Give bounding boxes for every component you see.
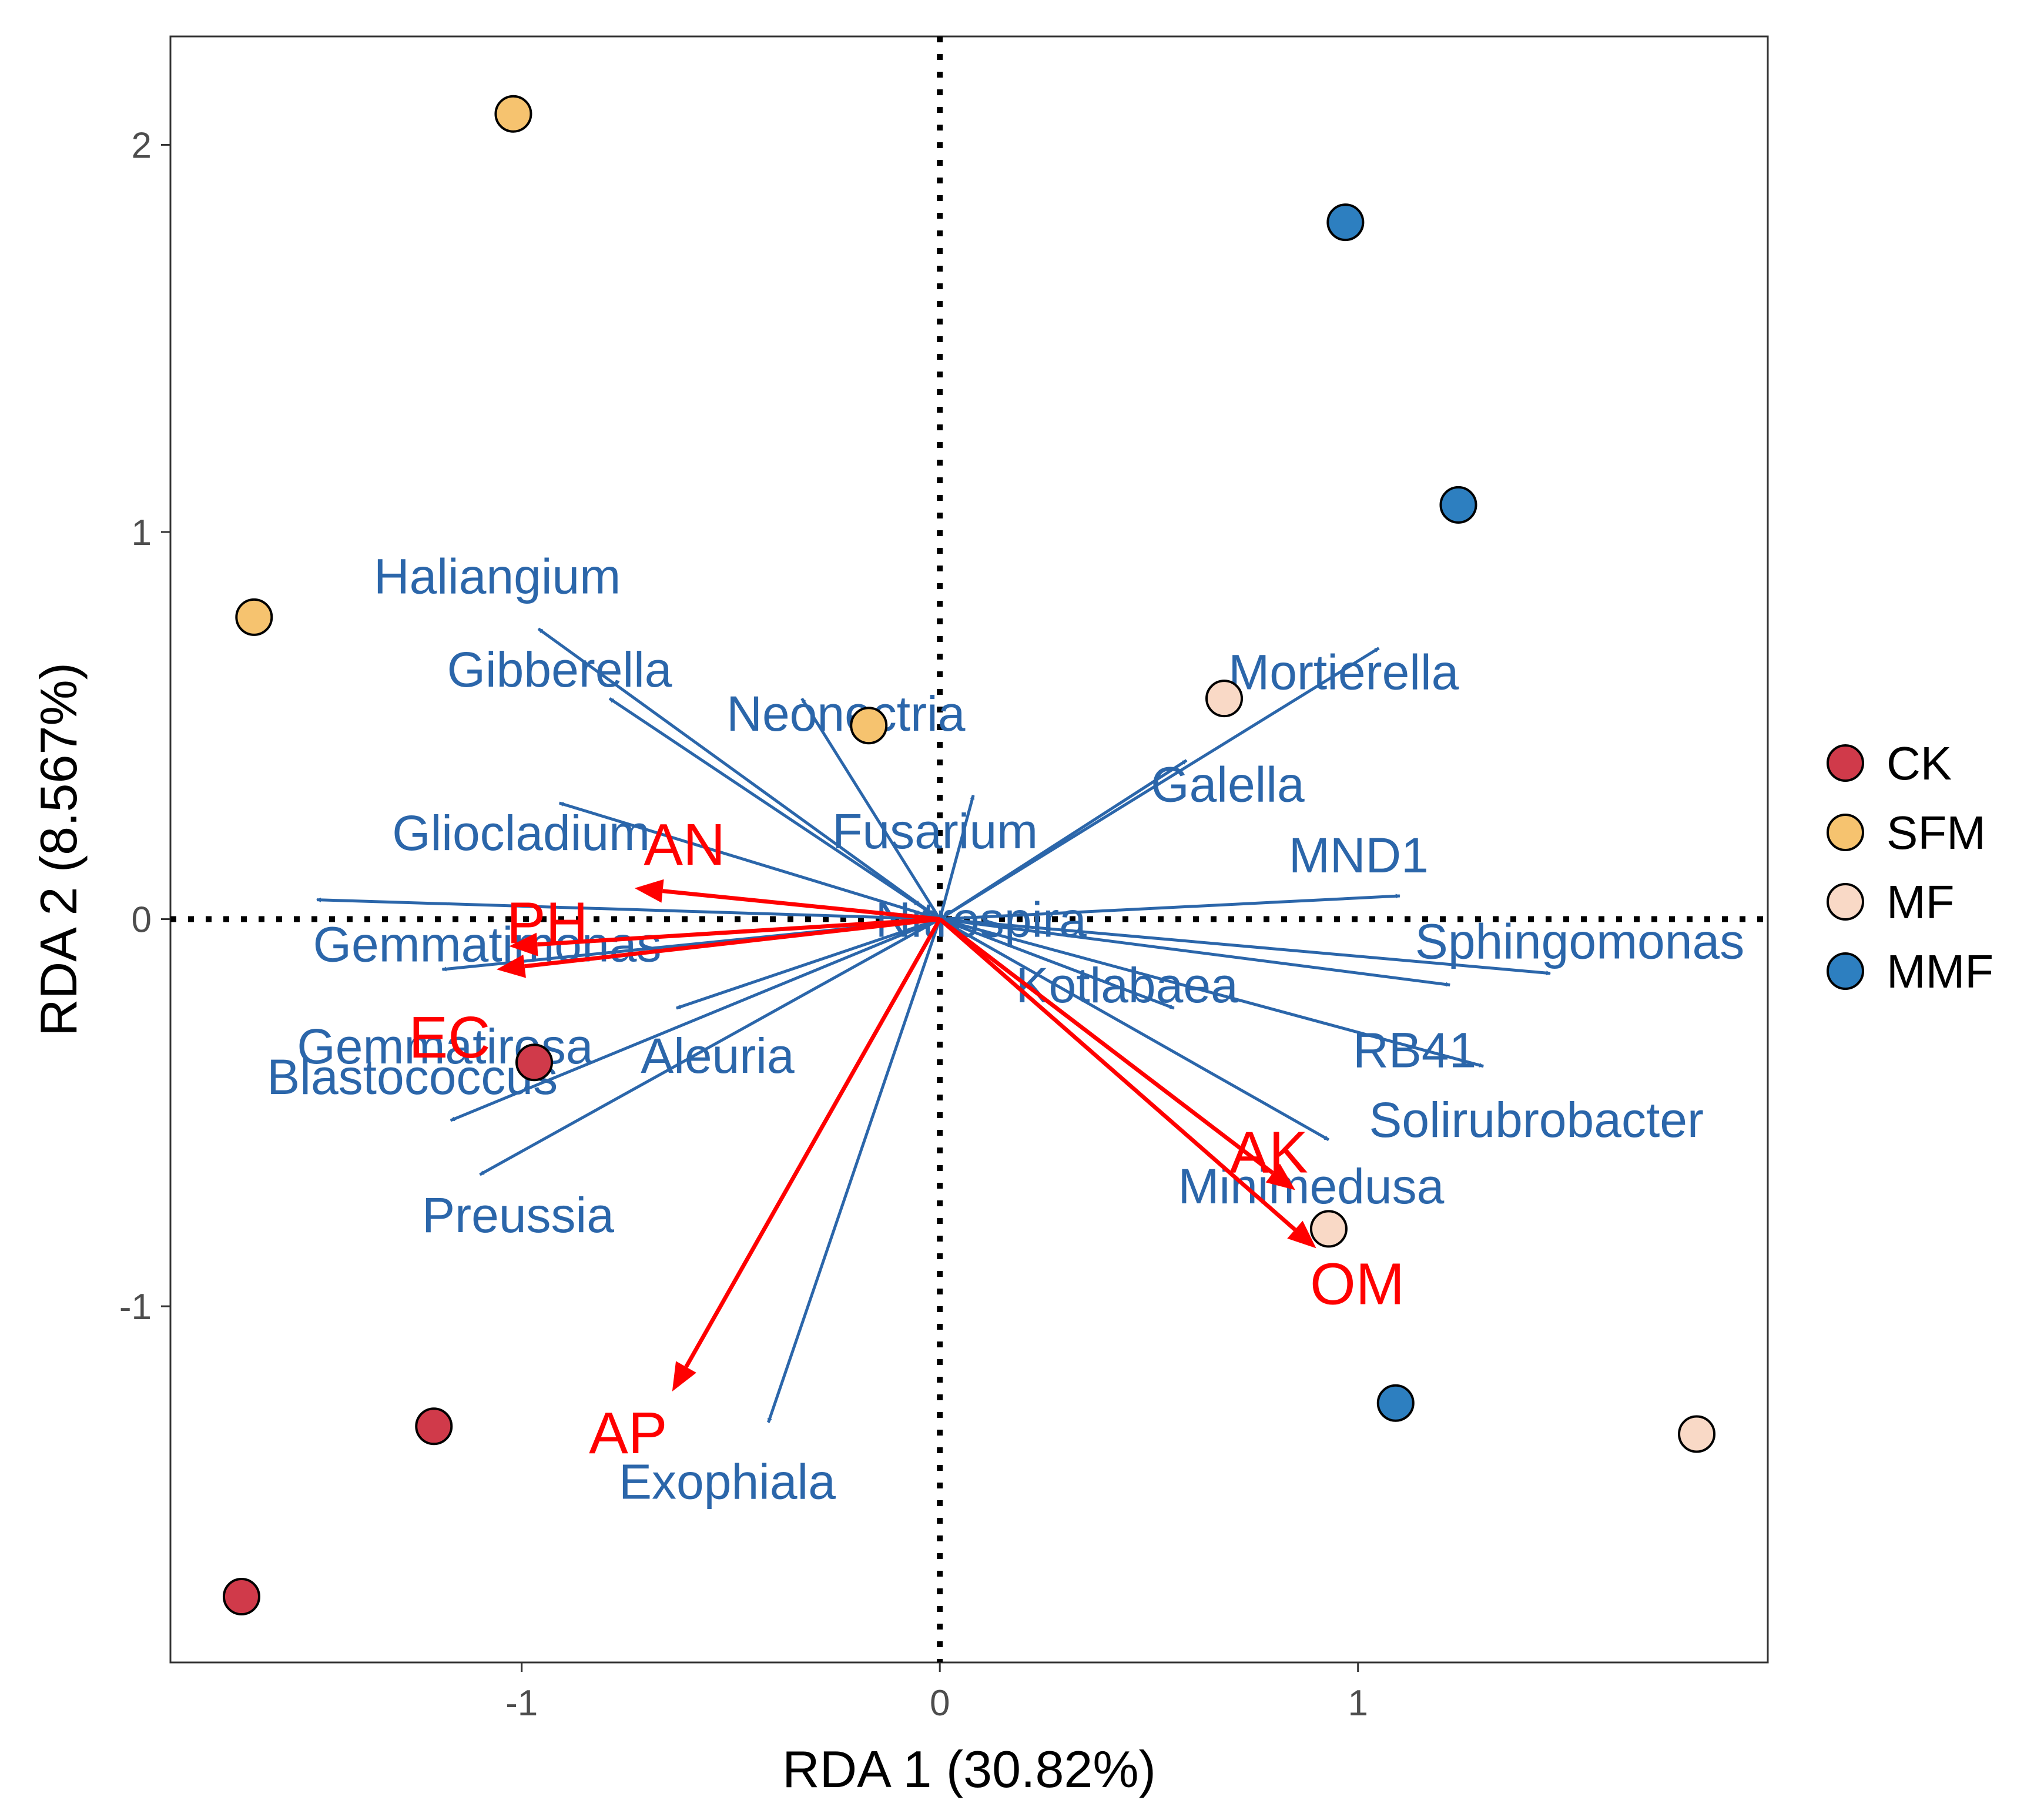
environment-arrowhead	[1287, 1220, 1316, 1249]
environment-arrow	[684, 918, 942, 1368]
environment-arrowhead	[1265, 1163, 1295, 1190]
sample-point	[222, 1578, 260, 1616]
x-axis-title: RDA 1 (30.82%)	[782, 1740, 1156, 1798]
species-arrow	[767, 918, 941, 1423]
species-arrow	[939, 918, 1552, 976]
legend-label: SFM	[1886, 807, 1986, 859]
environment-label: AP	[589, 1400, 667, 1466]
species-arrow	[479, 918, 941, 1176]
sample-point	[850, 707, 888, 745]
environment-label: OM	[1310, 1251, 1405, 1317]
legend-swatch	[1827, 952, 1864, 990]
y-tick-label: 1	[132, 513, 152, 553]
species-label: Galella	[1151, 757, 1305, 812]
species-label: Blastococcus	[267, 1049, 558, 1105]
species-label: Gemmatimonas	[313, 917, 662, 972]
x-tick-label: 1	[1348, 1683, 1368, 1724]
legend-label: MMF	[1886, 945, 1993, 998]
x-tick-label: -1	[505, 1683, 538, 1724]
y-tick-label: 2	[132, 125, 152, 166]
species-arrow	[939, 918, 1330, 1142]
species-arrow	[316, 897, 940, 921]
species-label: RB41	[1353, 1023, 1476, 1078]
species-label: Mortierella	[1228, 645, 1459, 700]
species-arrow	[558, 801, 940, 921]
legend-label: MF	[1886, 876, 1955, 928]
species-label: MND1	[1289, 828, 1429, 883]
y-tick-label: 0	[132, 900, 152, 941]
legend-swatch	[1827, 744, 1864, 782]
legend-swatch	[1827, 814, 1864, 851]
sample-point	[235, 598, 273, 636]
x-tick-label: 0	[930, 1683, 950, 1724]
species-label: Solirubrobacter	[1369, 1092, 1704, 1147]
environment-label: EC	[409, 1005, 491, 1070]
species-arrow	[450, 918, 941, 1122]
y-axis-title: RDA 2 (8.567%)	[29, 663, 88, 1036]
species-arrow	[939, 918, 1485, 1068]
species-arrow	[940, 894, 1400, 921]
species-label: Preussia	[422, 1187, 614, 1243]
species-arrow	[675, 918, 940, 1010]
plot-panel	[169, 35, 1769, 1664]
sample-point	[1326, 203, 1365, 242]
species-label: Sphingomonas	[1415, 914, 1744, 969]
legend-label: CK	[1886, 737, 1952, 789]
species-label: Gliocladium	[392, 805, 650, 861]
species-arrow	[939, 918, 1451, 987]
environment-arrow	[938, 917, 1296, 1232]
sample-point	[1309, 1210, 1348, 1248]
species-arrow	[537, 627, 941, 921]
environment-arrow	[662, 889, 940, 922]
sample-point	[515, 1043, 554, 1082]
species-label: Exophiala	[619, 1454, 836, 1510]
sample-point	[1376, 1384, 1415, 1422]
species-label: Haliangium	[374, 549, 621, 604]
legend-swatch	[1827, 883, 1864, 921]
y-tick-label: -1	[119, 1287, 152, 1327]
environment-arrowhead	[672, 1361, 696, 1391]
environment-arrowhead	[634, 879, 664, 903]
species-label: Minimedusa	[1178, 1159, 1444, 1214]
species-label: Fusarium	[832, 804, 1038, 859]
environment-arrowhead	[496, 954, 526, 978]
sample-point	[415, 1407, 453, 1446]
species-label: Gibberella	[447, 642, 672, 697]
species-arrow	[938, 794, 975, 920]
environment-label: PH	[507, 891, 588, 956]
environment-label: AK	[1229, 1120, 1308, 1186]
environment-arrow	[524, 917, 940, 969]
sample-point	[1205, 680, 1244, 718]
environment-arrow	[537, 917, 940, 947]
species-arrow	[608, 697, 941, 921]
environment-arrowhead	[509, 932, 538, 956]
species-arrow	[800, 697, 941, 920]
species-arrow	[939, 647, 1380, 921]
environment-label: AN	[644, 812, 725, 878]
species-label: Aleuria	[641, 1028, 795, 1083]
environment-arrow	[939, 917, 1274, 1175]
species-arrow	[939, 918, 1175, 1010]
sample-point	[1678, 1415, 1716, 1453]
sample-point	[1439, 486, 1477, 524]
species-label: Neonectria	[726, 686, 966, 741]
species-arrow	[939, 759, 1188, 921]
sample-point	[494, 95, 532, 133]
